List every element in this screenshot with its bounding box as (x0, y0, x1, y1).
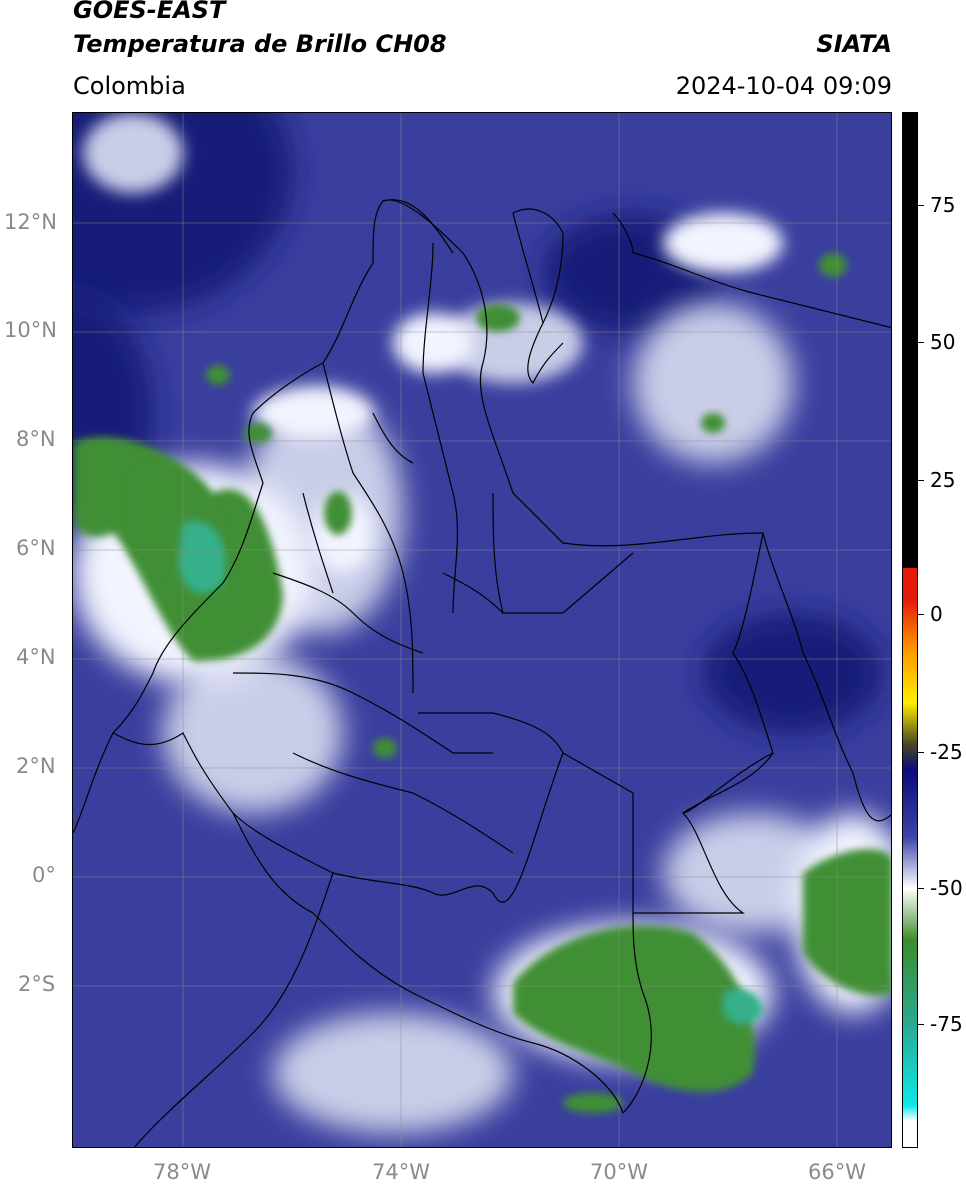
brand-label: SIATA (816, 30, 892, 58)
lat-label-2s: 2°S (18, 972, 56, 996)
colorbar-label-minus25: -25 (930, 740, 963, 764)
satellite-map[interactable] (72, 112, 892, 1148)
lon-label-66w: 66°W (808, 1160, 866, 1184)
lat-label-10n: 10°N (4, 318, 57, 342)
lon-label-78w: 78°W (153, 1160, 211, 1184)
colorbar-label-75: 75 (930, 193, 956, 217)
lat-label-4n: 4°N (16, 645, 56, 669)
colorbar-tick (918, 342, 924, 343)
temperature-colorbar (902, 112, 918, 1148)
political-borders (73, 199, 891, 1147)
lat-label-8n: 8°N (16, 427, 56, 451)
region-label: Colombia (73, 72, 186, 100)
colorbar-tick (918, 205, 924, 206)
lat-label-12n: 12°N (4, 210, 57, 234)
colorbar-tick (918, 752, 924, 753)
lon-label-74w: 74°W (372, 1160, 430, 1184)
colorbar-tick (918, 888, 924, 889)
map-canvas (73, 113, 891, 1147)
lat-label-0: 0° (32, 863, 56, 887)
datetime-label: 2024-10-04 09:09 (675, 72, 892, 100)
grid-lines (73, 113, 891, 1147)
colorbar-label-0: 0 (930, 602, 943, 626)
colorbar-label-25: 25 (930, 468, 956, 492)
colorbar-label-minus50: -50 (930, 876, 963, 900)
title-product: Temperatura de Brillo CH08 (73, 30, 447, 58)
lon-label-70w: 70°W (590, 1160, 648, 1184)
lat-label-6n: 6°N (16, 536, 56, 560)
lat-label-2n: 2°N (16, 754, 56, 778)
colorbar-tick (918, 614, 924, 615)
colorbar-label-50: 50 (930, 330, 956, 354)
title-satellite: GOES-EAST (73, 0, 226, 24)
colorbar-label-minus75: -75 (930, 1012, 963, 1036)
colorbar-tick (918, 480, 924, 481)
cloud-field (73, 113, 891, 1133)
colorbar-tick (918, 1024, 924, 1025)
